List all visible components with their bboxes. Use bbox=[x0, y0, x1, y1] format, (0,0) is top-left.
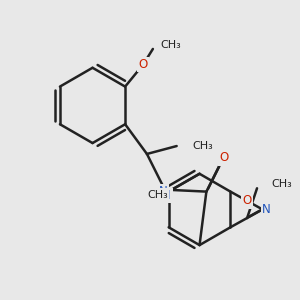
Text: O: O bbox=[242, 194, 252, 207]
Text: NH: NH bbox=[154, 189, 172, 202]
Text: CH₃: CH₃ bbox=[271, 179, 292, 189]
Text: CH₃: CH₃ bbox=[161, 40, 182, 50]
Text: O: O bbox=[220, 152, 229, 164]
Text: N: N bbox=[159, 185, 168, 198]
Text: CH₃: CH₃ bbox=[193, 141, 213, 151]
Text: O: O bbox=[138, 58, 148, 71]
Text: N: N bbox=[262, 203, 271, 216]
Text: CH₃: CH₃ bbox=[148, 190, 168, 200]
